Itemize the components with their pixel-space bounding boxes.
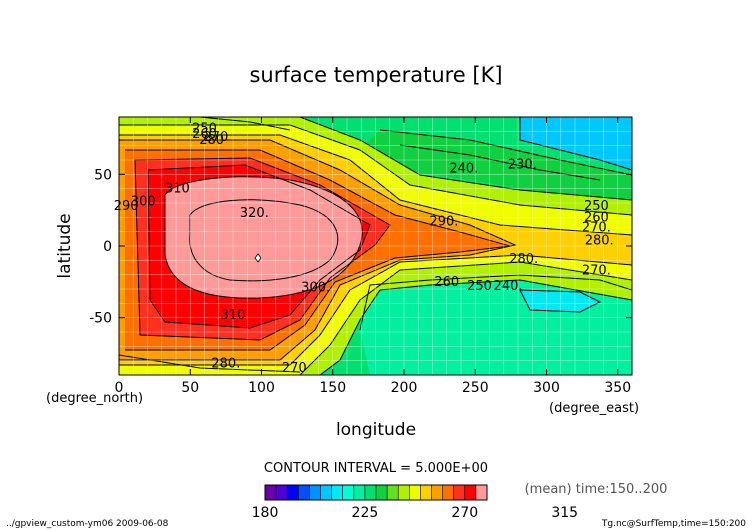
x-unit-label: (degree_east) — [549, 401, 639, 416]
colorbar-tick-label: 270 — [451, 505, 478, 521]
contour-label: 270 — [282, 361, 307, 376]
colorbar-swatch — [265, 485, 277, 500]
contour-label: 240. — [494, 279, 523, 294]
y-axis: -50 0 50 — [89, 167, 632, 327]
grid-lines — [119, 117, 632, 375]
colorbar-swatch — [342, 485, 355, 500]
x-tick-label: 100 — [248, 380, 275, 396]
contour-line-305 — [134, 157, 391, 341]
y-axis-label: latitude — [55, 213, 75, 278]
contour-label: 270. — [582, 220, 611, 235]
colorbar-ticks: 180 225 270 315 — [252, 505, 578, 521]
center-marker — [254, 253, 262, 263]
x-tick-label: 150 — [319, 380, 346, 396]
contour-label: 250 — [584, 199, 609, 214]
colorbar — [264, 484, 488, 501]
contour-label: 250 — [467, 279, 492, 294]
contour-line-240 — [399, 144, 601, 181]
contour-label: 290 — [114, 199, 139, 214]
fill-band-south-ocean-inner — [520, 290, 600, 312]
contour-label: 270. — [582, 263, 611, 278]
contour-label: 320. — [240, 206, 269, 221]
contour-label: 280. — [211, 357, 240, 372]
contour-line-polar-north — [199, 117, 291, 131]
x-tick-label: 200 — [391, 380, 418, 396]
y-tick-label: 50 — [94, 167, 112, 183]
x-tick-label: 300 — [533, 380, 560, 396]
colorbar-swatch — [298, 485, 310, 500]
contour-line-250 — [519, 117, 632, 171]
x-tick-label: 250 — [462, 380, 489, 396]
contour-label: 310 — [221, 308, 246, 323]
x-axis-label: longitude — [336, 420, 416, 440]
footer-right-text: Tg.nc@SurfTemp,time=150:200 — [601, 519, 746, 529]
colorbar-swatch — [353, 485, 366, 500]
contour-label: 280. — [509, 252, 538, 267]
plot-area — [119, 117, 632, 375]
x-tick-label: 350 — [604, 380, 631, 396]
contour-line-240b — [519, 289, 602, 313]
y-unit-label: (degree_north) — [46, 391, 143, 406]
contour-label: 280 — [199, 133, 224, 148]
x-tick-label: 50 — [181, 380, 199, 396]
x-axis: 0 50 100 150 200 250 300 350 — [115, 117, 631, 396]
fill-band-polar-north-cold — [520, 117, 632, 170]
contour-line-310 — [147, 164, 371, 329]
chart-title: surface temperature [K] — [249, 63, 502, 87]
colorbar-swatch — [376, 485, 388, 500]
contour-label: 270 — [203, 130, 228, 145]
footer-left-text: ../gpview_custom-ym06 2009-06-08 — [6, 519, 169, 529]
contour-label: 260 — [584, 210, 609, 225]
colorbar-swatch — [409, 485, 421, 500]
colorbar-swatch — [464, 485, 477, 500]
colorbar-tick-label: 315 — [551, 505, 578, 521]
colorbar-swatch — [309, 485, 321, 500]
fill-band-pink — [165, 176, 363, 299]
contour-label: 230. — [508, 157, 537, 172]
contour-label: 240. — [449, 162, 478, 177]
contour-line-270 — [299, 117, 632, 201]
contour-label: 260 — [192, 127, 217, 142]
contour-line-260 — [379, 129, 632, 176]
colorbar-swatch — [331, 485, 344, 500]
colorbar-swatch — [276, 485, 288, 500]
contour-line-290 — [119, 139, 517, 361]
colorbar-tick-label: 225 — [352, 505, 379, 521]
contour-line-320 — [164, 176, 363, 299]
colorbar-swatch — [442, 485, 455, 500]
colorbar-swatch — [398, 485, 410, 500]
colorbar-swatch — [320, 485, 333, 500]
contour-line-285 — [119, 134, 632, 236]
contour-interval-text: CONTOUR INTERVAL = 5.000E+00 — [264, 461, 488, 476]
mean-time-text: (mean) time:150..200 — [525, 482, 668, 497]
y-tick-label: -50 — [89, 311, 112, 327]
contour-label: 310 — [165, 182, 190, 197]
colorbar-swatch — [387, 485, 399, 500]
contour-label: 300. — [301, 281, 330, 296]
contour-label: 290. — [429, 215, 458, 230]
colorbar-swatch — [475, 485, 488, 500]
colorbar-swatch — [364, 485, 377, 500]
contour-line-325 — [189, 199, 339, 282]
contour-line-polar-south — [119, 354, 301, 373]
colorbar-tick-label: 180 — [252, 505, 279, 521]
colorbar-swatch — [287, 485, 299, 500]
contour-label: 280. — [585, 233, 614, 248]
contour-label: 300 — [131, 195, 156, 210]
contour-line-280b — [299, 261, 632, 375]
contour-label: 250 — [192, 121, 217, 136]
x-tick-label: 0 — [115, 380, 124, 396]
colorbar-swatch — [431, 485, 444, 500]
contour-line-270b — [319, 279, 632, 375]
contour-label: 260 — [434, 275, 459, 290]
colorbar-swatch — [453, 485, 466, 500]
colorbar-swatch — [420, 485, 432, 500]
y-tick-label: 0 — [103, 239, 112, 255]
